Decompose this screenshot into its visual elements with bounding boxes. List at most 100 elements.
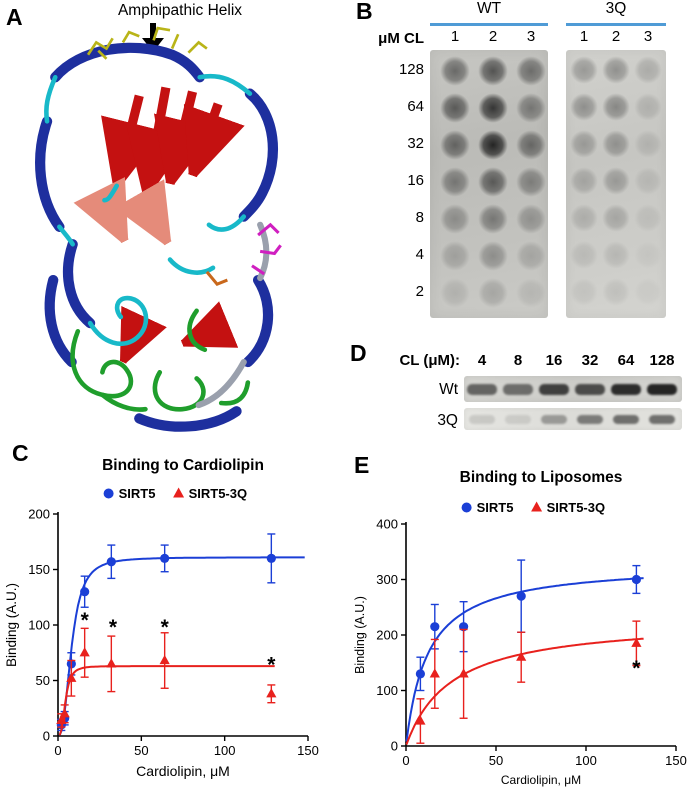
data-point xyxy=(531,501,543,512)
x-tick-label: 150 xyxy=(297,743,319,758)
blot-dot xyxy=(570,241,598,269)
x-tick-label: 100 xyxy=(214,743,236,758)
lane-number: 3 xyxy=(643,28,653,45)
blot-dot xyxy=(634,167,662,195)
y-tick-label: 0 xyxy=(43,729,50,744)
legend-label: SIRT5 xyxy=(477,500,514,515)
blot-dot xyxy=(516,167,546,197)
data-point xyxy=(173,487,185,498)
y-axis-label: Binding (A.U.) xyxy=(353,596,367,674)
significance-star: * xyxy=(632,657,641,680)
panel-letter-a: A xyxy=(6,4,23,30)
x-tick-label: 0 xyxy=(54,743,61,758)
x-tick-label: 50 xyxy=(489,753,503,768)
down-arrow-icon xyxy=(150,23,156,40)
significance-star: * xyxy=(109,616,118,639)
cl-concentration-label: 4 xyxy=(477,352,487,369)
alpha-helices xyxy=(35,42,278,432)
blot-band xyxy=(647,383,677,395)
blot-dot xyxy=(570,130,598,158)
cl-concentration-label: 16 xyxy=(407,172,424,189)
amphipathic-helix-label: Amphipathic Helix xyxy=(117,2,243,19)
blot-dot xyxy=(602,278,630,306)
cl-concentration-label: 64 xyxy=(617,352,635,369)
coil-gray xyxy=(195,221,270,409)
data-point xyxy=(160,553,170,563)
panel-a: A Amphipathic Helix xyxy=(0,0,348,446)
loops-cyan xyxy=(44,73,253,347)
blot-dot xyxy=(478,278,508,308)
data-point xyxy=(415,669,425,679)
data-point xyxy=(106,557,116,567)
blot-dot xyxy=(516,241,546,271)
legend-label: SIRT5-3Q xyxy=(189,486,248,501)
blot-band xyxy=(503,383,533,395)
cl-concentration-label: 8 xyxy=(513,352,523,369)
lane-number: 2 xyxy=(611,28,621,45)
group-underline xyxy=(566,23,666,26)
blot-dot xyxy=(570,167,598,195)
data-point xyxy=(66,672,77,682)
lane-number: 2 xyxy=(488,28,498,45)
data-point xyxy=(59,708,70,718)
y-axis-label: Binding (A.U.) xyxy=(4,583,19,667)
yellow-stick-residues xyxy=(86,26,208,60)
blot-dot xyxy=(478,167,508,197)
blot-dot xyxy=(516,278,546,308)
um-cl-label: μM CL xyxy=(378,30,424,47)
cl-concentration-label: 8 xyxy=(415,209,424,226)
blot-dot xyxy=(570,204,598,232)
data-point xyxy=(415,715,426,725)
blot-dot xyxy=(440,130,470,160)
loops-green xyxy=(70,308,251,412)
blot-dot xyxy=(634,241,662,269)
data-point xyxy=(80,587,90,597)
significance-star: * xyxy=(81,609,90,632)
blot-band xyxy=(469,414,495,424)
panel-letter-d: D xyxy=(350,340,367,366)
blot-band xyxy=(649,414,675,424)
cl-concentration-label: 2 xyxy=(415,283,424,300)
dot-blot-membrane-3q xyxy=(566,50,666,318)
x-tick-label: 150 xyxy=(665,753,687,768)
blot-band xyxy=(467,383,497,395)
blot-band xyxy=(613,414,639,424)
blot-band xyxy=(541,414,567,424)
y-tick-label: 200 xyxy=(28,507,50,522)
data-point xyxy=(631,574,641,585)
lane-number: 1 xyxy=(579,28,589,45)
y-tick-label: 100 xyxy=(28,618,50,633)
blot-band xyxy=(539,383,569,395)
cl-concentration-label: 64 xyxy=(407,98,424,115)
blot-band xyxy=(505,414,531,424)
data-point xyxy=(461,502,472,513)
beta-strands xyxy=(117,86,218,363)
lane-number: 1 xyxy=(450,28,460,45)
beta-strands-salmon xyxy=(104,200,168,243)
chart-title: Binding to Cardiolipin xyxy=(102,457,264,474)
x-tick-label: 100 xyxy=(575,753,597,768)
x-axis-label: Cardiolipin, μM xyxy=(501,773,581,787)
protein-ribbon-structure xyxy=(35,26,282,432)
blot-dot xyxy=(634,278,662,306)
blot-dot xyxy=(440,93,470,123)
group-underline xyxy=(430,23,548,26)
blot-row-label-wt: Wt xyxy=(439,381,458,398)
blot-dot xyxy=(602,56,630,84)
y-tick-label: 300 xyxy=(376,572,398,587)
x-tick-label: 0 xyxy=(402,753,409,768)
magenta-stick-residues xyxy=(251,222,282,276)
blot-dot xyxy=(440,241,470,271)
blot-dot xyxy=(516,204,546,234)
data-point xyxy=(516,651,527,661)
group-label-3q: 3Q xyxy=(605,0,627,17)
blot-dot xyxy=(634,204,662,232)
chart-title: Binding to Liposomes xyxy=(460,469,623,486)
cl-concentration-label: 32 xyxy=(407,135,424,152)
cardiolipin-binding-chart: 0 50 100 150 0 50 100 150 200 Binding to Cardioli… xyxy=(4,457,319,779)
blot-dot xyxy=(478,130,508,160)
cl-concentration-label: 32 xyxy=(581,352,599,369)
fit-curve xyxy=(58,556,305,736)
blot-dot xyxy=(516,130,546,160)
legend-label: SIRT5 xyxy=(119,486,156,501)
